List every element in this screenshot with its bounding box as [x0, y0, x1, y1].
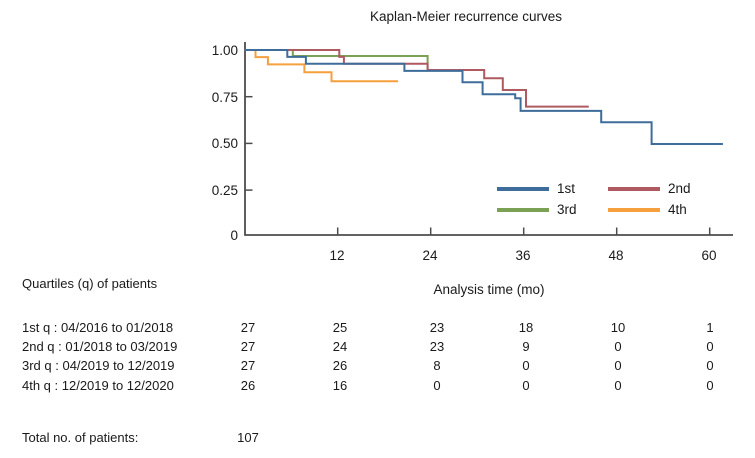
risk-count: 24 [332, 339, 348, 355]
ytick-0.50: 0.50 [211, 136, 238, 151]
risk-count: 27 [240, 358, 256, 374]
risk-table-row-q1: 1st q : 04/2016 to 01/2018 27 25 23 18 1… [0, 318, 755, 337]
risk-count: 1 [706, 320, 714, 335]
risk-table-header: Quartiles (q) of patients [22, 276, 158, 291]
legend-line-1st-icon [497, 187, 549, 191]
xtick-24: 24 [422, 248, 438, 263]
legend-entry-3rd: 3rd [497, 202, 577, 218]
legend-label-1st: 1st [557, 181, 576, 196]
total-patients-value: 107 [237, 430, 259, 445]
risk-count: 0 [522, 377, 530, 393]
xtick-60: 60 [701, 248, 717, 263]
risk-count: 18 [518, 320, 534, 335]
total-patients-label: Total no. of patients: [22, 430, 139, 445]
row-label: 3rd q : 04/2019 to 12/2019 [22, 358, 175, 374]
xtick-36: 36 [515, 248, 531, 263]
risk-count: 9 [522, 339, 530, 355]
legend-entry-1st: 1st [497, 181, 575, 197]
risk-count: 10 [610, 320, 626, 335]
chart-title: Kaplan-Meier recurrence curves [369, 9, 563, 24]
x-axis-title: Analysis time (mo) [433, 282, 545, 297]
risk-table-row-q2: 2nd q : 01/2018 to 03/2019 27 24 23 9 0 … [0, 337, 755, 356]
risk-table-row-q4: 4th q : 12/2019 to 12/2020 26 16 0 0 0 0 [0, 376, 755, 395]
risk-table: 1st q : 04/2016 to 01/2018 27 25 23 18 1… [0, 318, 755, 395]
ytick-1.00: 1.00 [211, 43, 238, 58]
risk-count: 0 [433, 377, 441, 393]
risk-count: 26 [240, 377, 256, 393]
risk-count: 27 [240, 339, 256, 355]
legend-line-2nd-icon [608, 187, 660, 191]
row-label: 1st q : 04/2016 to 01/2018 [22, 320, 174, 335]
risk-count: 23 [429, 320, 445, 335]
ytick-0: 0 [230, 228, 238, 243]
risk-count: 25 [332, 320, 348, 335]
risk-count: 27 [240, 320, 256, 335]
risk-count: 0 [614, 358, 622, 374]
risk-count: 23 [429, 339, 445, 355]
xtick-48: 48 [608, 248, 624, 263]
legend-entry-2nd: 2nd [608, 181, 691, 197]
legend-line-4th-icon [608, 208, 660, 212]
row-label: 2nd q : 01/2018 to 03/2019 [22, 339, 178, 355]
risk-count: 0 [706, 339, 714, 355]
legend-entry-4th: 4th [608, 202, 687, 218]
risk-count: 0 [522, 358, 530, 374]
risk-count: 0 [706, 358, 714, 374]
xtick-12: 12 [329, 248, 345, 263]
legend-line-3rd-icon [497, 208, 549, 212]
ytick-0.25: 0.25 [211, 183, 238, 198]
legend-label-4th: 4th [668, 202, 687, 217]
risk-count: 0 [614, 339, 622, 355]
row-label: 4th q : 12/2019 to 12/2020 [22, 377, 174, 393]
risk-count: 8 [433, 358, 441, 374]
legend-label-2nd: 2nd [668, 181, 691, 196]
risk-count: 0 [706, 377, 714, 393]
ytick-0.75: 0.75 [211, 90, 238, 105]
legend-label-3rd: 3rd [557, 202, 577, 217]
risk-count: 0 [614, 377, 622, 393]
risk-count: 16 [332, 377, 348, 393]
risk-count: 26 [332, 358, 348, 374]
risk-table-row-q3: 3rd q : 04/2019 to 12/2019 27 26 8 0 0 0 [0, 356, 755, 375]
